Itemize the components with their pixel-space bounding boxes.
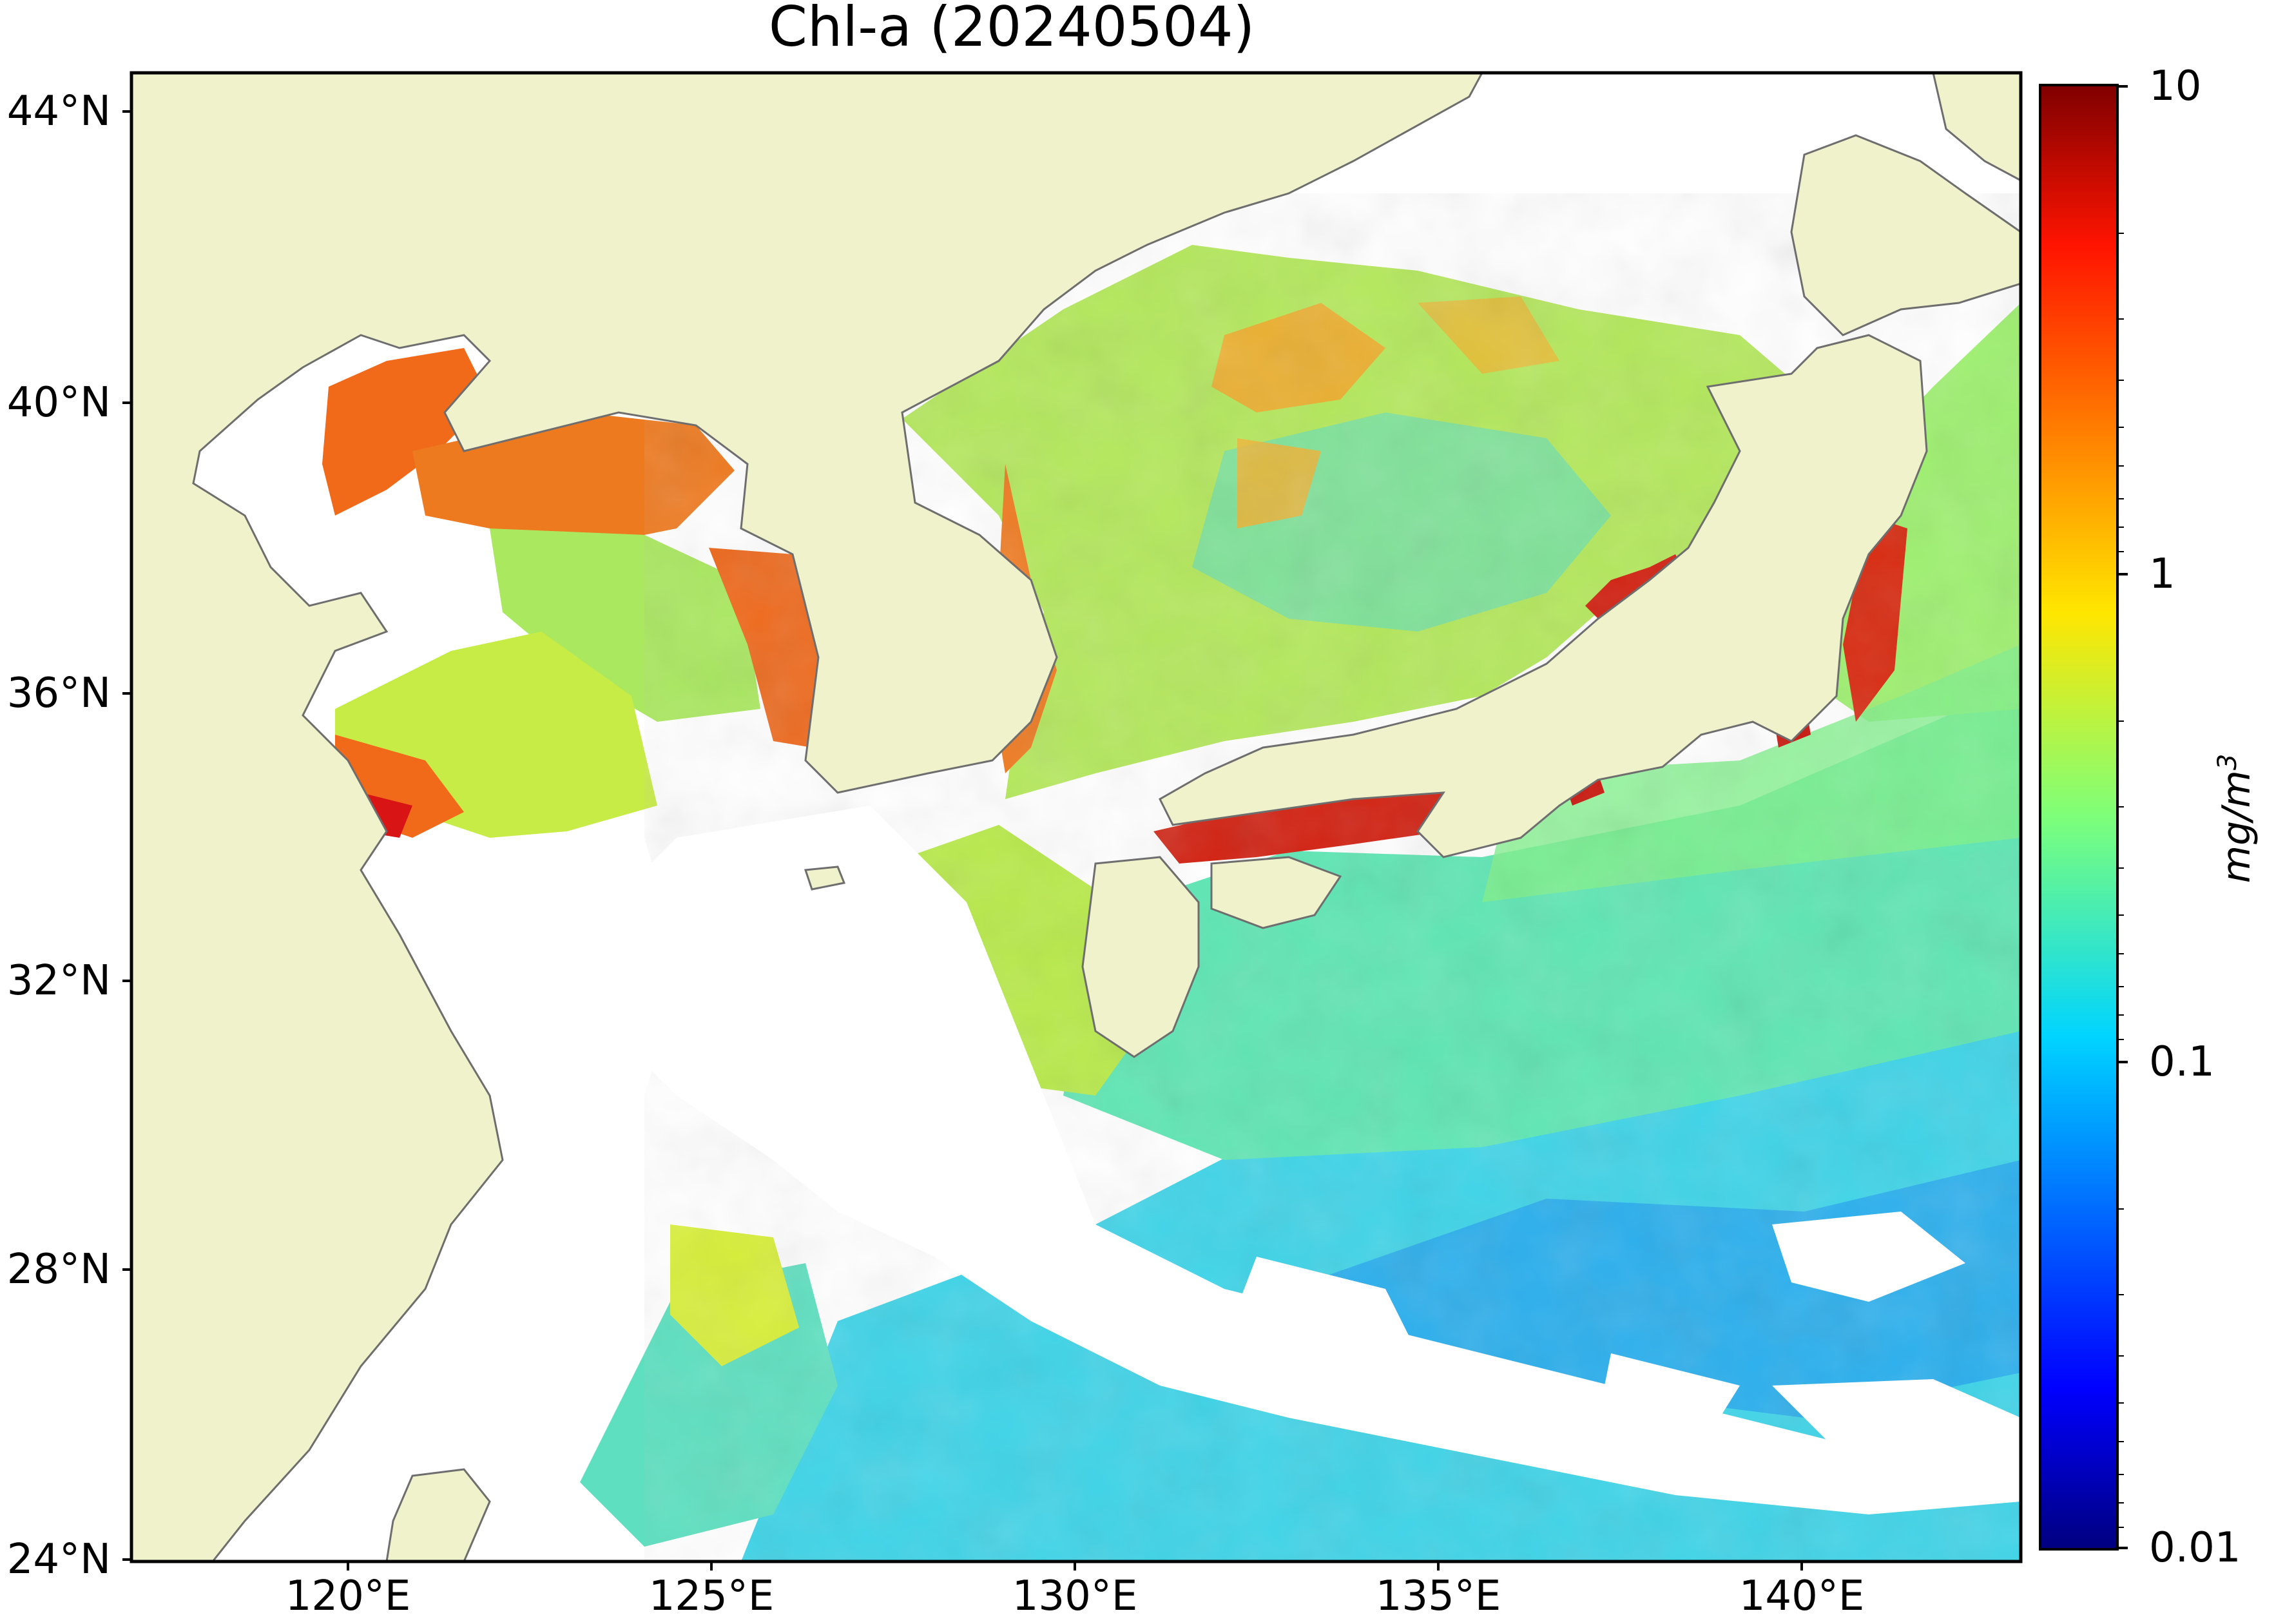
map-title: Chl-a (20240504) [768, 0, 1255, 59]
colorbar-gradient [2039, 84, 2119, 1551]
lat-tick-label: 24°N [6, 1536, 111, 1583]
land-japan-honshu [1159, 334, 1928, 858]
colorbar-unit-label: mg/m3 [2213, 753, 2259, 884]
lon-tick-label: 125°E [648, 1572, 775, 1620]
land [131, 73, 2021, 1561]
lon-tick-label: 130°E [1012, 1572, 1138, 1620]
colorbar-tick-label: 0.01 [2149, 1524, 2241, 1572]
lat-ticks [122, 110, 131, 1561]
land-sakhalin-tip [1932, 73, 2021, 182]
lat-tick-label: 40°N [6, 379, 111, 427]
land-china-korea-north [131, 73, 1483, 1561]
lat-tick-label: 32°N [6, 957, 111, 1005]
colorbar-tick-label: 10 [2149, 63, 2202, 110]
lon-tick-label: 120°E [285, 1572, 411, 1620]
bohai-field [322, 348, 490, 516]
lat-tick-label: 28°N [6, 1246, 111, 1293]
land-kyushu [1081, 856, 1200, 1058]
colorbar-ticks [2117, 85, 2128, 1549]
colorbar-tick-label: 0.1 [2149, 1038, 2215, 1086]
colorbar-tick-label: 1 [2149, 550, 2175, 598]
lon-tick-label: 135°E [1375, 1572, 1501, 1620]
lat-tick-label: 36°N [6, 670, 111, 717]
land-jeju [804, 865, 846, 891]
land-shikoku [1210, 856, 1342, 929]
lon-tick-label: 140°E [1739, 1572, 1865, 1620]
colorbar-minor-ticks [2117, 233, 2124, 1528]
land-taiwan [385, 1468, 491, 1561]
colorbar [2039, 84, 2128, 1551]
land-hokkaido [1790, 134, 2021, 336]
lat-tick-label: 44°N [6, 88, 111, 135]
lon-ticks [347, 1561, 1803, 1571]
